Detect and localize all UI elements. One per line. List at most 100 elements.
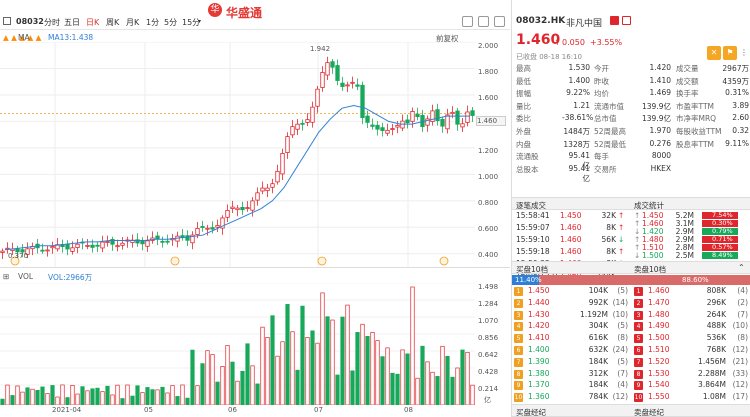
candle-body (325, 62, 330, 76)
candle-body (120, 242, 125, 246)
low-label: 0.370 (8, 252, 29, 260)
candle-body (365, 115, 370, 123)
field-value: 1.469 (649, 88, 671, 98)
volume-bar (140, 392, 145, 405)
tab-5min[interactable]: 5分 (164, 18, 178, 27)
vol-tick: 1.498 (478, 283, 499, 291)
bid-count: (5) (617, 321, 628, 331)
volume-bar (155, 389, 160, 405)
tab-monthly-k[interactable]: 月K (126, 18, 140, 27)
field-label: 52周最低 (594, 139, 627, 149)
volume-bar (230, 361, 235, 405)
field-value: 9.22% (566, 88, 590, 98)
candle-body (360, 84, 365, 119)
volume-bar (470, 384, 475, 405)
ask-count: (2) (737, 297, 748, 307)
volume-bar (10, 395, 15, 405)
candle-body (395, 124, 400, 128)
candle-body (440, 118, 445, 127)
tab-sell-brokers[interactable]: 卖盘经纪 (634, 408, 664, 417)
arrow-up-icon: ↑ (634, 235, 641, 244)
bid-count: (4) (617, 380, 628, 390)
field-value: 1.400 (568, 75, 590, 85)
volume-chart (0, 283, 475, 405)
bid-count: (14) (612, 297, 628, 307)
tab-daily-k[interactable]: 日K (86, 18, 100, 27)
bid-count: (5) (617, 286, 628, 295)
volume-bar (105, 385, 110, 405)
ask-volume: 2.288M (698, 368, 726, 378)
grid-icon[interactable] (478, 16, 489, 27)
ask-volume: 1.08M (702, 392, 726, 402)
tab-1min[interactable]: 1分 (146, 18, 160, 27)
more-icon[interactable]: ⋮ (740, 48, 748, 57)
volume-bar (30, 388, 35, 405)
volume-bar (325, 316, 330, 405)
bid-price: 1.390 (528, 356, 550, 366)
tag-icon (622, 16, 631, 25)
candle-body (270, 183, 275, 188)
candle-body (295, 123, 300, 130)
share-icon[interactable]: ⚑ (723, 46, 737, 60)
candle-body (305, 119, 310, 123)
kline-panel[interactable]: ▲ ▲ ▲ ▲ ▲ MA MA13:1.438 前复权 2.000 1.800 … (0, 30, 510, 267)
candle-body (50, 246, 55, 249)
y-tick: 1.000 (478, 173, 499, 181)
sell-pct: 88.60% (682, 276, 709, 284)
volume-panel[interactable]: ⊞ VOL VOL:2966万 1.498 1.284 1.070 0.856 … (0, 267, 510, 417)
expand-icon[interactable] (494, 16, 505, 27)
volume-bar (400, 349, 405, 405)
candle-body (155, 235, 160, 240)
field-value: 1.970 (649, 126, 671, 135)
bid-volume: 1.192M (580, 309, 608, 319)
field-label: 交易所 (594, 164, 617, 174)
volume-bar (320, 292, 325, 405)
price-change-pct: +3.55% (590, 38, 623, 47)
field-label: 昨收 (594, 76, 609, 86)
candle-body (375, 124, 380, 130)
back-icon[interactable] (3, 17, 11, 25)
trade-volume: 8K (606, 247, 616, 256)
arrow-up-icon: ↑ (618, 247, 625, 256)
volume-bar (130, 395, 135, 405)
candle-body (455, 110, 460, 125)
tab-asks[interactable]: 卖盘10档 (634, 265, 667, 274)
alert-icon[interactable]: ✕ (707, 46, 721, 60)
tab-weekly-k[interactable]: 周K (106, 18, 120, 27)
tab-buy-brokers[interactable]: 买盘经纪 (516, 408, 546, 417)
candle-body (300, 122, 305, 125)
tab-trades[interactable]: 逐笔成交 (516, 201, 546, 210)
chevron-up-icon[interactable]: ⌃ (738, 263, 745, 272)
stat-bar (702, 212, 738, 219)
settings-icon[interactable] (462, 16, 473, 27)
bid-count: (5) (617, 356, 628, 366)
y-tick: 1.600 (478, 94, 499, 102)
tab-intraday[interactable]: 分时 (44, 18, 60, 27)
volume-bar (265, 337, 270, 405)
volume-bar (225, 345, 230, 405)
candle-body (15, 248, 20, 253)
field-label: 流通股 (516, 152, 539, 162)
book-ratio-bar: 11.40% 88.60% (512, 275, 750, 285)
volume-bar (160, 386, 165, 405)
ask-count: (4) (737, 286, 748, 295)
bid-count: (7) (617, 368, 628, 378)
tab-15min[interactable]: 15分 (182, 18, 201, 27)
tab-five-day[interactable]: 五日 (64, 18, 80, 27)
ask-price: 1.540 (648, 380, 670, 390)
candle-body (435, 109, 440, 122)
candle-body (385, 129, 390, 134)
tab-trade-stats[interactable]: 成交统计 (634, 201, 664, 210)
adjust-dropdown[interactable]: 前复权 (436, 34, 459, 43)
candle-body (95, 244, 100, 247)
ask-price: 1.490 (648, 321, 670, 331)
bid-volume: 616K (588, 333, 608, 343)
candle-body (430, 110, 435, 122)
field-label: 每股收益TTM (676, 127, 722, 136)
chevron-down-icon[interactable]: ▾ (198, 18, 202, 25)
volume-bar (115, 384, 120, 405)
trade-volume: 32K (601, 211, 616, 220)
tab-bids[interactable]: 买盘10档 (516, 265, 549, 274)
stat-volume: 5.2M (675, 211, 694, 220)
field-label: 每手 (594, 152, 609, 162)
